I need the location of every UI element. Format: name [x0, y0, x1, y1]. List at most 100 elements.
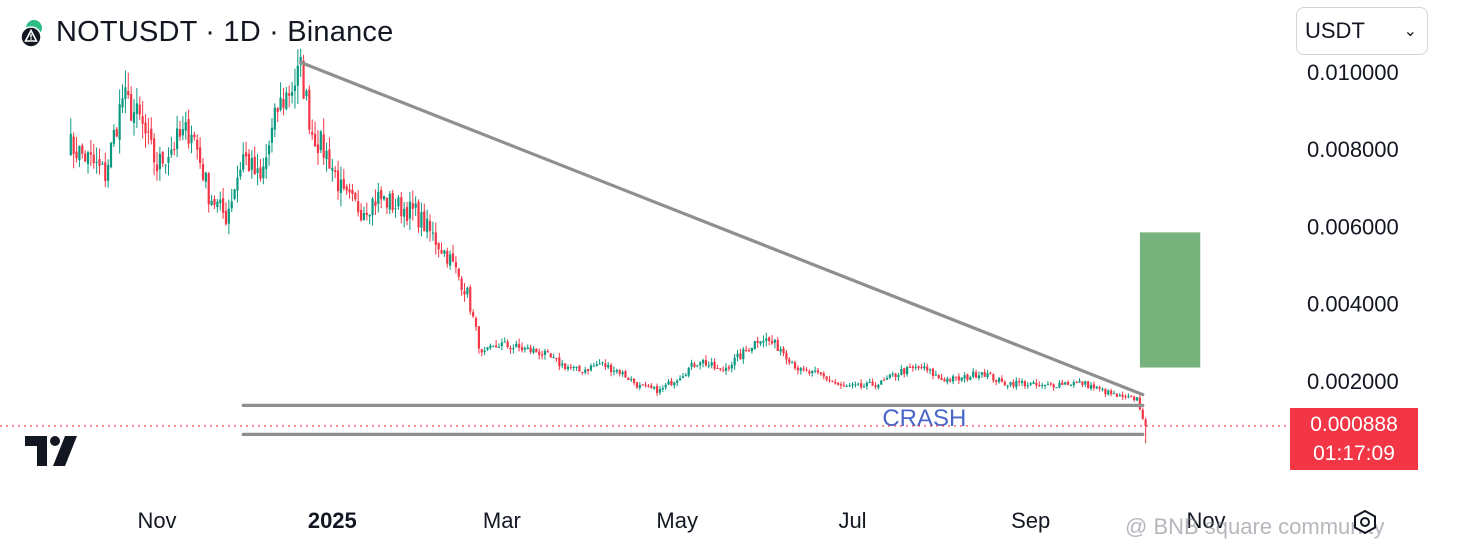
candle-body — [86, 152, 90, 165]
candle — [693, 361, 696, 368]
candle — [334, 166, 337, 178]
candle-body — [595, 364, 598, 367]
candle — [199, 137, 202, 169]
candle — [1069, 384, 1073, 387]
candle-body — [710, 362, 713, 366]
candle-body — [118, 104, 121, 140]
candle — [518, 338, 521, 352]
candle-body — [1118, 395, 1121, 397]
candle-body — [1043, 384, 1047, 386]
candle-body — [1029, 383, 1032, 385]
candle-body — [759, 341, 762, 344]
candle-body — [267, 145, 271, 155]
candle — [1135, 396, 1139, 402]
candle-body — [937, 374, 940, 378]
candle-body — [193, 134, 196, 138]
candle-body — [1084, 381, 1087, 385]
candle-body — [483, 350, 486, 352]
candle-body — [276, 108, 279, 113]
symbol-logo[interactable] — [18, 19, 46, 48]
candle-body — [1035, 382, 1038, 386]
candle — [1078, 378, 1081, 383]
candle-body — [630, 379, 633, 381]
candle-body — [802, 368, 805, 370]
candle — [1141, 407, 1144, 420]
candle-body — [204, 172, 207, 182]
candle-body — [1066, 381, 1070, 385]
candle — [118, 89, 121, 154]
candle-body — [138, 104, 141, 115]
candle — [638, 382, 641, 391]
candle — [630, 376, 633, 382]
target-zone-box[interactable] — [1139, 232, 1201, 368]
candle-body — [463, 291, 466, 295]
price-axis-label: 0.006000 — [1307, 214, 1399, 239]
candle-body — [1015, 380, 1018, 387]
candle — [690, 359, 693, 370]
candle — [816, 368, 820, 375]
candle-body — [72, 136, 75, 154]
candle — [673, 381, 676, 389]
candle-body — [293, 85, 297, 92]
tradingview-logo-icon — [25, 436, 47, 466]
candle — [107, 159, 110, 188]
candle-body — [520, 347, 524, 351]
candle-body — [1018, 381, 1021, 383]
time-axis[interactable]: Nov 2025 Mar May Jul Sep Nov — [137, 508, 1225, 533]
candle-body — [500, 342, 503, 347]
candle-body — [880, 380, 883, 385]
candle-body — [615, 369, 618, 372]
candle-body — [724, 367, 728, 371]
price-axis-label: 0.010000 — [1307, 60, 1399, 85]
candle — [293, 68, 297, 109]
candle-body — [523, 348, 526, 350]
candle-body — [874, 385, 877, 387]
candle — [512, 344, 515, 354]
candle — [701, 358, 705, 368]
descending-trendline[interactable] — [299, 60, 1145, 397]
candle — [661, 385, 664, 392]
candle — [256, 154, 259, 186]
candle — [609, 362, 613, 377]
candle-body — [828, 379, 831, 381]
candle — [541, 350, 544, 360]
chevron-down-icon: ⌄ — [1403, 23, 1417, 40]
candle — [1009, 381, 1012, 388]
candle-body — [288, 93, 291, 96]
candle — [414, 196, 417, 216]
candle — [457, 267, 460, 281]
candle-body — [130, 94, 133, 121]
tradingview-logo[interactable] — [25, 436, 87, 471]
candle-body — [831, 381, 834, 383]
candle-body — [854, 384, 857, 386]
candle — [466, 286, 469, 298]
candle-body — [635, 382, 639, 388]
candle — [371, 197, 374, 226]
candle — [615, 368, 618, 374]
candle — [98, 148, 101, 175]
candle-body — [178, 129, 182, 137]
candle-body — [184, 122, 187, 131]
watermark: @ BNB square community — [1125, 514, 1385, 539]
candle — [1012, 379, 1015, 389]
candle — [592, 362, 595, 367]
candle-body — [1121, 394, 1124, 397]
price-axis[interactable]: 0.010000 0.008000 0.006000 0.004000 0.002000 — [1307, 60, 1399, 394]
candle — [92, 143, 95, 169]
candle-body — [351, 189, 354, 194]
candle-body — [1107, 390, 1110, 395]
candle-body — [167, 156, 170, 163]
candle — [135, 88, 138, 129]
candle-body — [888, 374, 891, 378]
candle-body — [408, 201, 412, 219]
candle — [730, 361, 733, 373]
candle — [1041, 382, 1044, 389]
candle-body — [980, 372, 983, 375]
candle-body — [641, 384, 644, 386]
candle — [986, 369, 989, 380]
candle-body — [604, 363, 607, 368]
crash-label[interactable]: CRASH — [882, 405, 966, 432]
currency-select[interactable]: USDT ⌄ — [1296, 7, 1428, 55]
chart-settings[interactable] — [1350, 508, 1380, 543]
